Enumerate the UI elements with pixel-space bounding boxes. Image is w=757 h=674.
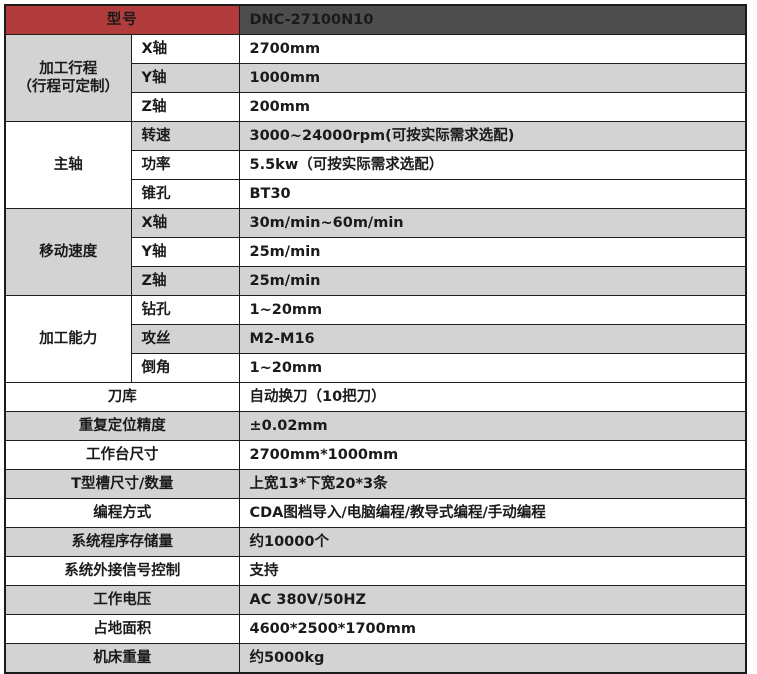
value-cell: 200mm	[238, 92, 747, 122]
group-label-line: 加工行程	[39, 60, 98, 77]
sub-label-cell: 攻丝	[130, 324, 240, 354]
group-label-line: 加工能力	[39, 330, 98, 347]
table-row: Z轴 200mm	[5, 92, 747, 122]
value-cell: 1~20mm	[238, 295, 747, 325]
row-label-cell: 编程方式	[4, 498, 240, 528]
row-label-cell: 重复定位精度	[4, 411, 240, 441]
header-model-value: DNC-27100N10	[238, 4, 747, 35]
value-cell: 2700mm	[238, 34, 747, 64]
value-cell: 1~20mm	[238, 353, 747, 383]
table-row: 倒角 1~20mm	[5, 353, 747, 383]
table-row: T型槽尺寸/数量 上宽13*下宽20*3条	[4, 469, 747, 499]
value-cell: 3000~24000rpm(可按实际需求选配)	[238, 121, 747, 151]
value-cell: 5.5kw（可按实际需求选配）	[238, 150, 747, 180]
value-cell: 约10000个	[238, 527, 747, 557]
row-label-cell: 系统外接信号控制	[4, 556, 240, 586]
table-row: 功率 5.5kw（可按实际需求选配）	[5, 150, 747, 180]
row-label-cell: 系统程序存储量	[4, 527, 240, 557]
table-row: 重复定位精度 ±0.02mm	[4, 411, 747, 441]
group-label-line: 移动速度	[39, 243, 98, 260]
table-row: Y轴 1000mm	[5, 63, 747, 93]
value-cell: 25m/min	[238, 237, 747, 267]
table-row: 主轴 转速 3000~24000rpm(可按实际需求选配)	[4, 121, 747, 209]
table-row: 加工能力 钻孔 1~20mm	[4, 295, 747, 383]
specification-table: 型号 DNC-27100N10 加工行程 （行程可定制） X轴 2700mm Y轴 1000m…	[4, 4, 747, 674]
value-cell: 上宽13*下宽20*3条	[238, 469, 747, 499]
sub-label-cell: Y轴	[130, 237, 240, 267]
sub-label-cell: 功率	[130, 150, 240, 180]
value-cell: CDA图档导入/电脑编程/教导式编程/手动编程	[238, 498, 747, 528]
row-label-cell: 占地面积	[4, 614, 240, 644]
table-row: 锥孔 BT30	[5, 179, 747, 209]
table-row: 刀库 自动换刀（10把刀）	[4, 382, 747, 412]
table-row: 工作台尺寸 2700mm*1000mm	[4, 440, 747, 470]
value-cell: M2-M16	[238, 324, 747, 354]
table-row: 机床重量 约5000kg	[4, 643, 747, 674]
row-label-cell: 工作电压	[4, 585, 240, 615]
specification-sheet: 型号 DNC-27100N10 加工行程 （行程可定制） X轴 2700mm Y轴 1000m…	[4, 4, 747, 674]
table-row: 系统程序存储量 约10000个	[4, 527, 747, 557]
group-label-cell: 移动速度	[4, 208, 132, 296]
row-label-cell: 机床重量	[4, 643, 240, 674]
group-label-line: 主轴	[53, 156, 83, 173]
sub-label-cell: Y轴	[130, 63, 240, 93]
sub-label-cell: 倒角	[130, 353, 240, 383]
group-label-cell: 加工能力	[4, 295, 132, 383]
table-row: 编程方式 CDA图档导入/电脑编程/教导式编程/手动编程	[4, 498, 747, 528]
value-cell: 4600*2500*1700mm	[238, 614, 747, 644]
sub-label-cell: 锥孔	[130, 179, 240, 209]
table-row: 占地面积 4600*2500*1700mm	[4, 614, 747, 644]
value-cell: AC 380V/50HZ	[238, 585, 747, 615]
value-cell: 自动换刀（10把刀）	[238, 382, 747, 412]
value-cell: ±0.02mm	[238, 411, 747, 441]
value-cell: 约5000kg	[238, 643, 747, 674]
value-cell: 25m/min	[238, 266, 747, 296]
sub-label-cell: 钻孔	[130, 295, 240, 325]
table-row: 加工行程 （行程可定制） X轴 2700mm	[4, 34, 747, 122]
value-cell: 支持	[238, 556, 747, 586]
table-row: 移动速度 X轴 30m/min~60m/min	[4, 208, 747, 296]
value-cell: 30m/min~60m/min	[238, 208, 747, 238]
sub-label-cell: Z轴	[130, 92, 240, 122]
table-header-row: 型号 DNC-27100N10	[4, 4, 747, 35]
header-model-label: 型号	[4, 4, 240, 35]
sub-label-cell: X轴	[130, 208, 240, 238]
sub-label-cell: X轴	[130, 34, 240, 64]
row-label-cell: T型槽尺寸/数量	[4, 469, 240, 499]
table-row: 工作电压 AC 380V/50HZ	[4, 585, 747, 615]
value-cell: 2700mm*1000mm	[238, 440, 747, 470]
table-row: 攻丝 M2-M16	[5, 324, 747, 354]
group-label-cell: 加工行程 （行程可定制）	[4, 34, 132, 122]
sub-label-cell: 转速	[130, 121, 240, 151]
sub-label-cell: Z轴	[130, 266, 240, 296]
table-row: Y轴 25m/min	[5, 237, 747, 267]
table-row: 系统外接信号控制 支持	[4, 556, 747, 586]
value-cell: 1000mm	[238, 63, 747, 93]
row-label-cell: 刀库	[4, 382, 240, 412]
group-label-cell: 主轴	[4, 121, 132, 209]
group-label-line: （行程可定制）	[17, 79, 120, 95]
value-cell: BT30	[238, 179, 747, 209]
row-label-cell: 工作台尺寸	[4, 440, 240, 470]
